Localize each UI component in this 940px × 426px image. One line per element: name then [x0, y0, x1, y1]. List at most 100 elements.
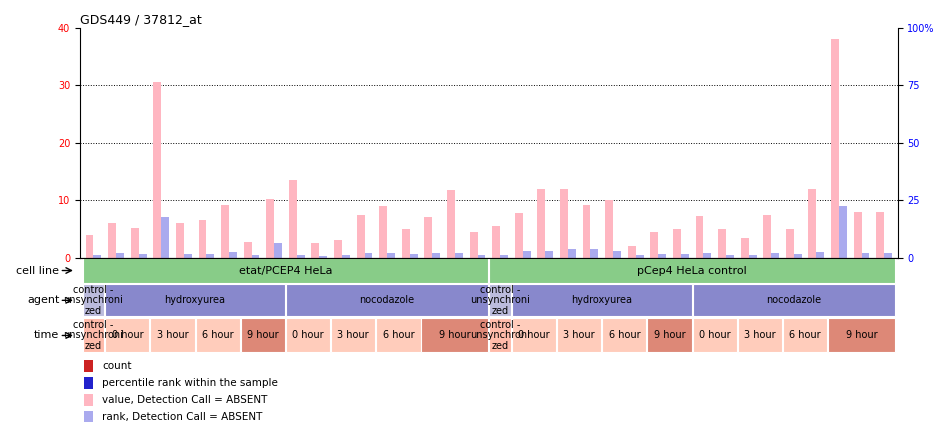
Bar	[138, 254, 147, 258]
Text: 3 hour: 3 hour	[157, 331, 188, 340]
Bar	[605, 200, 613, 258]
Bar	[320, 256, 327, 258]
Bar	[83, 284, 104, 317]
Bar	[116, 253, 124, 258]
Bar	[816, 252, 824, 258]
Bar	[583, 205, 590, 258]
Text: count: count	[102, 361, 132, 371]
Bar	[590, 249, 599, 258]
Bar	[84, 394, 93, 406]
Bar	[748, 256, 757, 258]
Bar	[489, 284, 511, 317]
Text: control -
unsynchroni
zed: control - unsynchroni zed	[470, 320, 530, 351]
Bar	[515, 213, 523, 258]
Bar	[229, 252, 237, 258]
Bar	[512, 319, 556, 352]
Bar	[681, 254, 689, 258]
Bar	[673, 229, 681, 258]
Bar	[763, 215, 771, 258]
Bar	[741, 238, 748, 258]
Bar	[176, 223, 184, 258]
Text: percentile rank within the sample: percentile rank within the sample	[102, 378, 278, 388]
Text: 9 hour: 9 hour	[439, 331, 471, 340]
Bar	[425, 217, 432, 258]
Bar	[84, 377, 93, 389]
Text: cell line: cell line	[17, 265, 59, 276]
Bar	[93, 255, 102, 258]
Bar	[289, 180, 297, 258]
Bar	[568, 249, 576, 258]
Text: 3 hour: 3 hour	[744, 331, 776, 340]
Bar	[738, 319, 782, 352]
Text: hydroxyurea: hydroxyurea	[164, 295, 226, 305]
Bar	[786, 229, 793, 258]
Bar	[286, 284, 489, 317]
Bar	[538, 189, 545, 258]
Bar	[243, 242, 252, 258]
Bar	[455, 253, 462, 258]
Bar	[252, 256, 259, 258]
Bar	[648, 319, 692, 352]
Text: 3 hour: 3 hour	[563, 331, 595, 340]
Text: 3 hour: 3 hour	[337, 331, 369, 340]
Bar	[334, 240, 342, 258]
Text: 9 hour: 9 hour	[653, 331, 685, 340]
Bar	[421, 319, 489, 352]
Bar	[493, 226, 500, 258]
Bar	[221, 205, 229, 258]
Bar	[839, 206, 847, 258]
Bar	[693, 284, 895, 317]
Bar	[628, 246, 635, 258]
Text: 0 hour: 0 hour	[518, 331, 550, 340]
Bar	[376, 319, 420, 352]
Text: hydroxyurea: hydroxyurea	[572, 295, 633, 305]
Bar	[311, 243, 320, 258]
Text: etat/PCEP4 HeLa: etat/PCEP4 HeLa	[239, 265, 332, 276]
Text: 0 hour: 0 hour	[699, 331, 730, 340]
Bar	[635, 256, 644, 258]
Bar	[658, 254, 666, 258]
Text: value, Detection Call = ABSENT: value, Detection Call = ABSENT	[102, 395, 267, 405]
Bar	[470, 232, 478, 258]
Bar	[83, 319, 104, 352]
Bar	[557, 319, 602, 352]
Text: agent: agent	[27, 295, 59, 305]
Bar	[84, 411, 93, 423]
Bar	[783, 319, 827, 352]
Bar	[500, 255, 508, 258]
Text: nocodazole: nocodazole	[766, 295, 822, 305]
Bar	[286, 319, 330, 352]
Bar	[379, 206, 387, 258]
Text: control -
unsynchroni
zed: control - unsynchroni zed	[470, 285, 530, 316]
Bar	[793, 254, 802, 258]
Text: time: time	[34, 331, 59, 340]
Bar	[153, 82, 162, 258]
Bar	[105, 319, 149, 352]
Bar	[703, 253, 712, 258]
Bar	[771, 253, 779, 258]
Bar	[410, 254, 417, 258]
Bar	[828, 319, 895, 352]
Bar	[613, 251, 621, 258]
Text: 6 hour: 6 hour	[383, 331, 415, 340]
Text: 6 hour: 6 hour	[790, 331, 821, 340]
Text: control -
unsynchroni
zed: control - unsynchroni zed	[64, 320, 123, 351]
Bar	[862, 253, 870, 258]
Bar	[560, 189, 568, 258]
Text: nocodazole: nocodazole	[360, 295, 415, 305]
Bar	[489, 259, 895, 282]
Bar	[196, 319, 240, 352]
Bar	[696, 216, 703, 258]
Bar	[603, 319, 647, 352]
Bar	[86, 235, 93, 258]
Text: 9 hour: 9 hour	[247, 331, 278, 340]
Bar	[512, 284, 692, 317]
Text: control -
unsynchroni
zed: control - unsynchroni zed	[64, 285, 123, 316]
Bar	[876, 212, 885, 258]
Bar	[523, 251, 530, 258]
Bar	[650, 232, 658, 258]
Bar	[105, 284, 285, 317]
Text: 6 hour: 6 hour	[202, 331, 233, 340]
Bar	[331, 319, 375, 352]
Bar	[854, 212, 862, 258]
